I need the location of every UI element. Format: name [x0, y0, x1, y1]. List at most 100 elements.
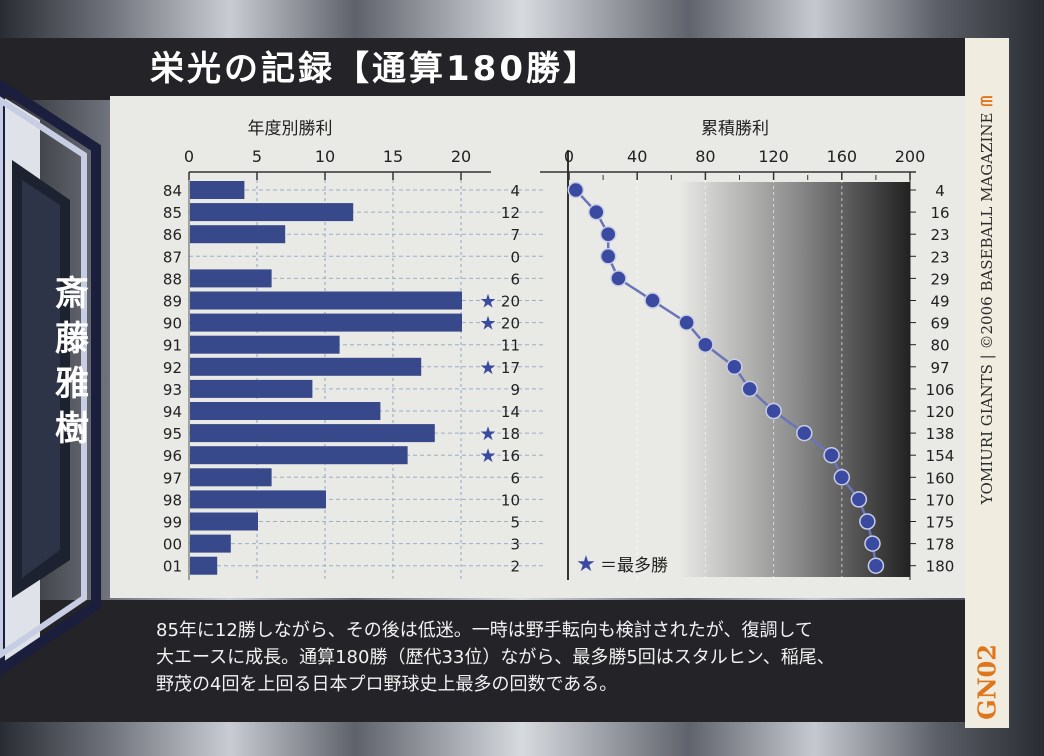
- line-axis-tick-label: 200: [895, 147, 926, 166]
- win-value-label: 11: [501, 337, 520, 355]
- year-label: 89: [163, 293, 182, 311]
- year-label: 93: [163, 381, 182, 399]
- cumulative-point: [850, 491, 868, 508]
- cumulative-label: 4: [935, 182, 945, 200]
- win-bar: [190, 181, 245, 199]
- win-bar: [190, 556, 218, 575]
- copyright-text: YOMIURI GIANTS | ©2006 BASEBALL MAGAZINE…: [978, 95, 996, 505]
- star-icon: ★: [479, 357, 496, 379]
- win-bar: [190, 203, 354, 222]
- cumulative-label: 170: [926, 491, 955, 509]
- year-label: 95: [163, 425, 182, 443]
- cumulative-label: 138: [926, 425, 955, 443]
- bar-axis-tick-label: 0: [184, 147, 194, 166]
- win-value-label: 20: [501, 315, 520, 333]
- cumulative-label: 160: [926, 469, 955, 487]
- legend: ★ ＝最多勝: [576, 552, 668, 577]
- cumulative-point: [741, 380, 758, 398]
- description-text: 85年に12勝しながら、その後は低迷。一時は野手転向も検討されたが、復調して 大…: [156, 620, 835, 695]
- year-label: 01: [163, 558, 182, 576]
- win-value-label: 2: [510, 558, 520, 576]
- cumulative-point: [567, 181, 585, 199]
- year-label: 97: [163, 469, 182, 487]
- win-bar: [190, 468, 272, 487]
- card-edge-strip: [965, 38, 1009, 728]
- cumulative-label: 29: [930, 270, 949, 288]
- cumulative-label: 80: [930, 337, 949, 355]
- cumulative-label: 49: [930, 293, 949, 311]
- cumulative-label: 180: [926, 558, 955, 576]
- cumulative-label: 154: [926, 447, 955, 465]
- player-name-char: 藤: [55, 319, 89, 359]
- win-value-label: 17: [501, 359, 520, 377]
- line-axis-tick-label: 160: [827, 147, 858, 166]
- star-icon: ★: [576, 552, 596, 577]
- cumulative-label: 106: [926, 381, 955, 399]
- bar-axis-tick-label: 15: [383, 147, 403, 166]
- star-icon: ★: [479, 423, 496, 445]
- cumulative-point: [823, 446, 840, 464]
- win-bar: [190, 225, 286, 244]
- win-bar: [190, 269, 272, 288]
- win-value-label: 0: [510, 248, 520, 266]
- win-value-label: 7: [510, 226, 520, 244]
- player-name-char: 斎: [55, 274, 89, 314]
- cumulative-point: [588, 203, 605, 221]
- player-name-char: 樹: [55, 409, 89, 449]
- year-label: 84: [163, 182, 182, 200]
- year-label: 88: [163, 270, 182, 288]
- player-name: 斎 藤 雅 樹: [52, 272, 92, 452]
- win-bar: [190, 335, 340, 354]
- win-value-label: 3: [510, 536, 520, 554]
- win-bar: [190, 291, 462, 310]
- win-bar: [190, 490, 326, 509]
- cumulative-label: 97: [930, 359, 949, 377]
- line-axis-tick-label: 80: [695, 147, 715, 166]
- year-label: 00: [163, 536, 182, 554]
- cumulative-label: 16: [930, 204, 949, 222]
- star-icon: ★: [479, 313, 496, 335]
- cumulative-point: [678, 314, 695, 331]
- bar-chart-title: 年度別勝利: [248, 119, 333, 139]
- cumulative-shading: [678, 182, 910, 577]
- cumulative-label: 120: [926, 403, 955, 421]
- page-title: 栄光の記録【通算180勝】: [150, 49, 600, 89]
- year-label: 90: [163, 315, 182, 333]
- year-label: 94: [163, 403, 182, 421]
- cumulative-label: 178: [926, 536, 955, 554]
- line-axis-tick-label: 120: [758, 147, 789, 166]
- win-value-label: 16: [501, 447, 520, 465]
- cumulative-point: [697, 336, 714, 353]
- win-bar: [190, 512, 258, 531]
- win-value-label: 5: [510, 514, 520, 532]
- description-band: [0, 600, 975, 722]
- year-label: 96: [163, 447, 182, 465]
- year-label: 85: [163, 204, 182, 222]
- win-bar: [190, 534, 231, 553]
- year-label: 98: [163, 491, 182, 509]
- cumulative-label: 175: [926, 514, 955, 532]
- win-bar: [190, 424, 435, 443]
- year-label: 99: [163, 514, 182, 532]
- year-label: 92: [163, 359, 182, 377]
- cumulative-label: 23: [930, 248, 949, 266]
- win-value-label: 9: [510, 381, 520, 399]
- win-bar: [190, 402, 381, 420]
- win-bar: [190, 446, 408, 465]
- legend-label: ＝最多勝: [600, 556, 668, 576]
- cumulative-point: [796, 424, 813, 442]
- cumulative-label: 23: [930, 226, 949, 244]
- win-value-label: 12: [501, 204, 520, 222]
- card-code: GN02: [972, 644, 1002, 720]
- cumulative-point: [599, 225, 617, 243]
- cumulative-point: [765, 402, 782, 420]
- star-icon: ★: [479, 445, 496, 467]
- title-band: [0, 38, 975, 100]
- cumulative-point: [864, 535, 881, 552]
- cumulative-point: [726, 358, 743, 376]
- bar-axis-tick-label: 5: [252, 147, 262, 166]
- cumulative-point: [859, 513, 876, 530]
- cumulative-point: [599, 248, 617, 265]
- win-value-label: 10: [501, 491, 520, 509]
